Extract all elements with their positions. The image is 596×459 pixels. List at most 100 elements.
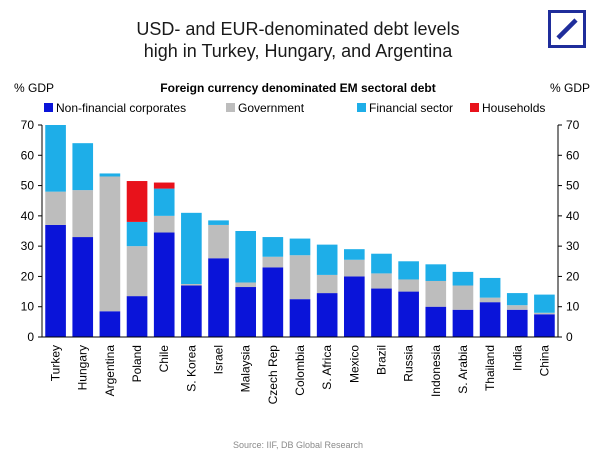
y-tick-label-left: 70 bbox=[21, 118, 35, 132]
bar-segment-government-brazil bbox=[371, 273, 392, 289]
bar-segment-government-argentina bbox=[99, 176, 121, 312]
legend-swatch bbox=[44, 103, 53, 112]
bar-segment-non-financial-corporates-india bbox=[506, 309, 528, 337]
bar-segment-households-chile bbox=[153, 182, 175, 189]
y-tick-label-left: 10 bbox=[21, 300, 35, 314]
x-axis-labels: Turkey Hungary Argentina Poland Chile S. Kore… bbox=[49, 345, 552, 405]
bar-segment-financial-sector-poland bbox=[126, 221, 148, 247]
bar-segment-government-s-africa bbox=[316, 274, 338, 294]
y-tick-label-left: 20 bbox=[21, 269, 35, 283]
bar-segment-non-financial-corporates-mexico bbox=[343, 276, 365, 337]
y-tick-label-right: 0 bbox=[566, 330, 573, 344]
bar-segment-government-malaysia bbox=[235, 282, 257, 288]
bar-segment-government-mexico bbox=[343, 259, 365, 277]
bar-segment-financial-sector-indonesia bbox=[425, 264, 447, 281]
bar-segment-non-financial-corporates-turkey bbox=[45, 224, 66, 337]
y-tick-label-right: 60 bbox=[566, 148, 580, 162]
y-tick-label-right: 10 bbox=[566, 300, 580, 314]
source-note: Source: IIF, DB Global Research bbox=[232, 440, 364, 450]
x-tick-label: S. Arabia bbox=[456, 345, 470, 394]
bar-segment-financial-sector-brazil bbox=[371, 253, 392, 274]
bar-segment-government-indonesia bbox=[425, 280, 447, 307]
bar-segment-non-financial-corporates-chile bbox=[153, 232, 175, 337]
y-tick-label-left: 60 bbox=[21, 148, 35, 162]
bar-segment-financial-sector-turkey bbox=[45, 125, 66, 192]
bar-segment-government-chile bbox=[153, 215, 175, 233]
bar-segment-non-financial-corporates-colombia bbox=[289, 299, 311, 337]
x-tick-label: Israel bbox=[212, 345, 226, 374]
y-tick-label-left: 30 bbox=[21, 239, 35, 253]
bar-segment-government-turkey bbox=[45, 191, 66, 225]
x-tick-label: Colombia bbox=[293, 345, 307, 396]
bar-segment-financial-sector-israel bbox=[208, 220, 229, 225]
x-tick-label: S. Africa bbox=[320, 345, 334, 390]
bar-segment-non-financial-corporates-indonesia bbox=[425, 306, 447, 337]
bar-segment-government-thailand bbox=[479, 297, 501, 303]
bars bbox=[45, 125, 555, 337]
bar-segment-financial-sector-s-arabia bbox=[452, 271, 474, 286]
x-tick-label: Argentina bbox=[103, 345, 117, 397]
bar-segment-non-financial-corporates-argentina bbox=[99, 311, 121, 337]
chart-title-line-2: high in Turkey, Hungary, and Argentina bbox=[143, 41, 453, 61]
y-axis-left: 0 10 20 30 40 50 60 70 bbox=[21, 118, 42, 344]
bar-segment-financial-sector-thailand bbox=[479, 277, 501, 298]
bar-segment-financial-sector-hungary bbox=[72, 143, 94, 191]
y-tick-label-right: 20 bbox=[566, 269, 580, 283]
bar-segment-non-financial-corporates-china bbox=[534, 314, 555, 337]
bar-segment-government-india bbox=[506, 305, 528, 310]
chart-title-line-1: USD- and EUR-denominated debt levels bbox=[136, 19, 460, 39]
bar-segment-government-poland bbox=[126, 246, 148, 297]
bar-segment-financial-sector-mexico bbox=[343, 249, 365, 260]
x-tick-label: Russia bbox=[402, 345, 416, 382]
bar-segment-non-financial-corporates-s-arabia bbox=[452, 309, 474, 337]
y-tick-label-right: 50 bbox=[566, 179, 580, 193]
legend-swatch bbox=[357, 103, 366, 112]
bar-segment-government-russia bbox=[398, 279, 419, 292]
x-tick-label: Brazil bbox=[374, 345, 388, 375]
bar-segment-government-s-arabia bbox=[452, 285, 474, 310]
x-tick-label: S. Korea bbox=[184, 345, 198, 392]
x-tick-label: Poland bbox=[130, 345, 144, 382]
bar-segment-non-financial-corporates-thailand bbox=[479, 302, 501, 337]
x-tick-label: Czech Rep bbox=[266, 345, 280, 405]
legend-label: Households bbox=[482, 101, 545, 115]
bar-segment-financial-sector-india bbox=[506, 293, 528, 306]
y-axis-label-left: % GDP bbox=[14, 81, 54, 95]
bar-segment-government-colombia bbox=[289, 255, 311, 300]
y-axis-label-right: % GDP bbox=[550, 81, 590, 95]
bar-segment-financial-sector-czech-rep bbox=[262, 237, 284, 257]
bar-segment-government-czech-rep bbox=[262, 256, 284, 268]
bar-segment-financial-sector-s-africa bbox=[316, 244, 338, 275]
x-tick-label: Hungary bbox=[76, 345, 90, 390]
x-tick-label: India bbox=[510, 345, 524, 371]
y-tick-label-left: 50 bbox=[21, 179, 35, 193]
x-tick-label: Turkey bbox=[49, 345, 63, 381]
legend-label: Government bbox=[238, 101, 305, 115]
deutsche-bank-logo-icon bbox=[548, 10, 586, 48]
x-tick-label: Malaysia bbox=[239, 345, 253, 393]
legend-swatch bbox=[226, 103, 235, 112]
bar-segment-non-financial-corporates-s-africa bbox=[316, 293, 338, 337]
bar-segment-government-china bbox=[534, 312, 555, 315]
chart-subtitle: Foreign currency denominated EM sectoral… bbox=[160, 81, 435, 95]
legend-label: Non-financial corporates bbox=[56, 101, 186, 115]
bar-segment-non-financial-corporates-poland bbox=[126, 296, 148, 337]
bar-segment-government-s-korea bbox=[181, 284, 202, 286]
x-tick-label: China bbox=[537, 345, 551, 377]
y-tick-label-left: 0 bbox=[27, 330, 34, 344]
bar-segment-financial-sector-argentina bbox=[99, 173, 121, 177]
bar-segment-non-financial-corporates-malaysia bbox=[235, 287, 257, 337]
x-tick-label: Mexico bbox=[347, 345, 361, 383]
bar-segment-financial-sector-s-korea bbox=[181, 212, 202, 284]
x-tick-label: Chile bbox=[157, 345, 171, 373]
bar-segment-financial-sector-chile bbox=[153, 188, 175, 216]
bar-segment-non-financial-corporates-s-korea bbox=[181, 285, 202, 337]
bar-segment-non-financial-corporates-russia bbox=[398, 291, 419, 337]
bar-segment-non-financial-corporates-israel bbox=[208, 258, 229, 337]
y-tick-label-left: 40 bbox=[21, 209, 35, 223]
legend-swatch bbox=[470, 103, 479, 112]
y-tick-label-right: 40 bbox=[566, 209, 580, 223]
bar-segment-government-hungary bbox=[72, 190, 94, 238]
legend-label: Financial sector bbox=[369, 101, 453, 115]
